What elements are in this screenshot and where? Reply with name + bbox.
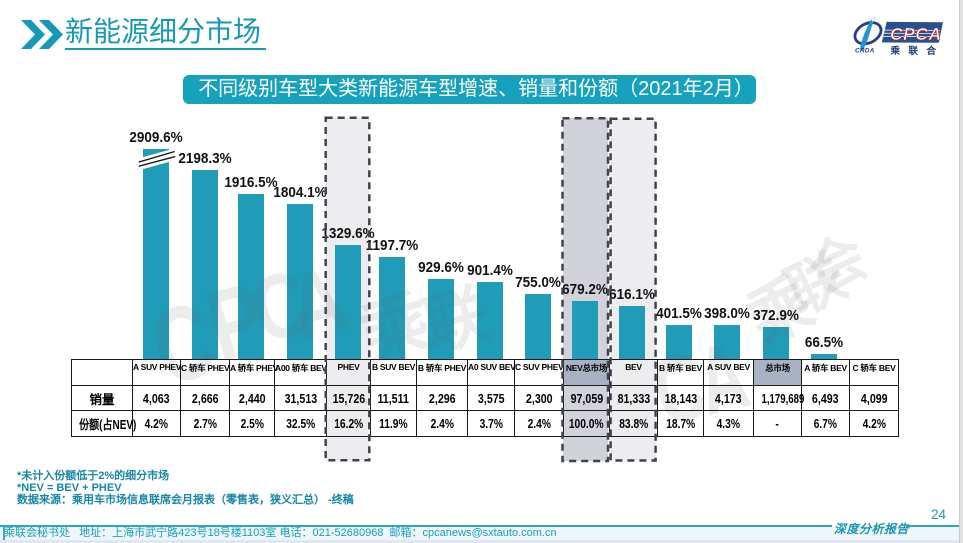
svg-text:CRDA: CRDA [855, 48, 875, 55]
svg-text:乘联合: 乘联合 [890, 45, 945, 57]
svg-text:CPCA: CPCA [890, 24, 942, 44]
